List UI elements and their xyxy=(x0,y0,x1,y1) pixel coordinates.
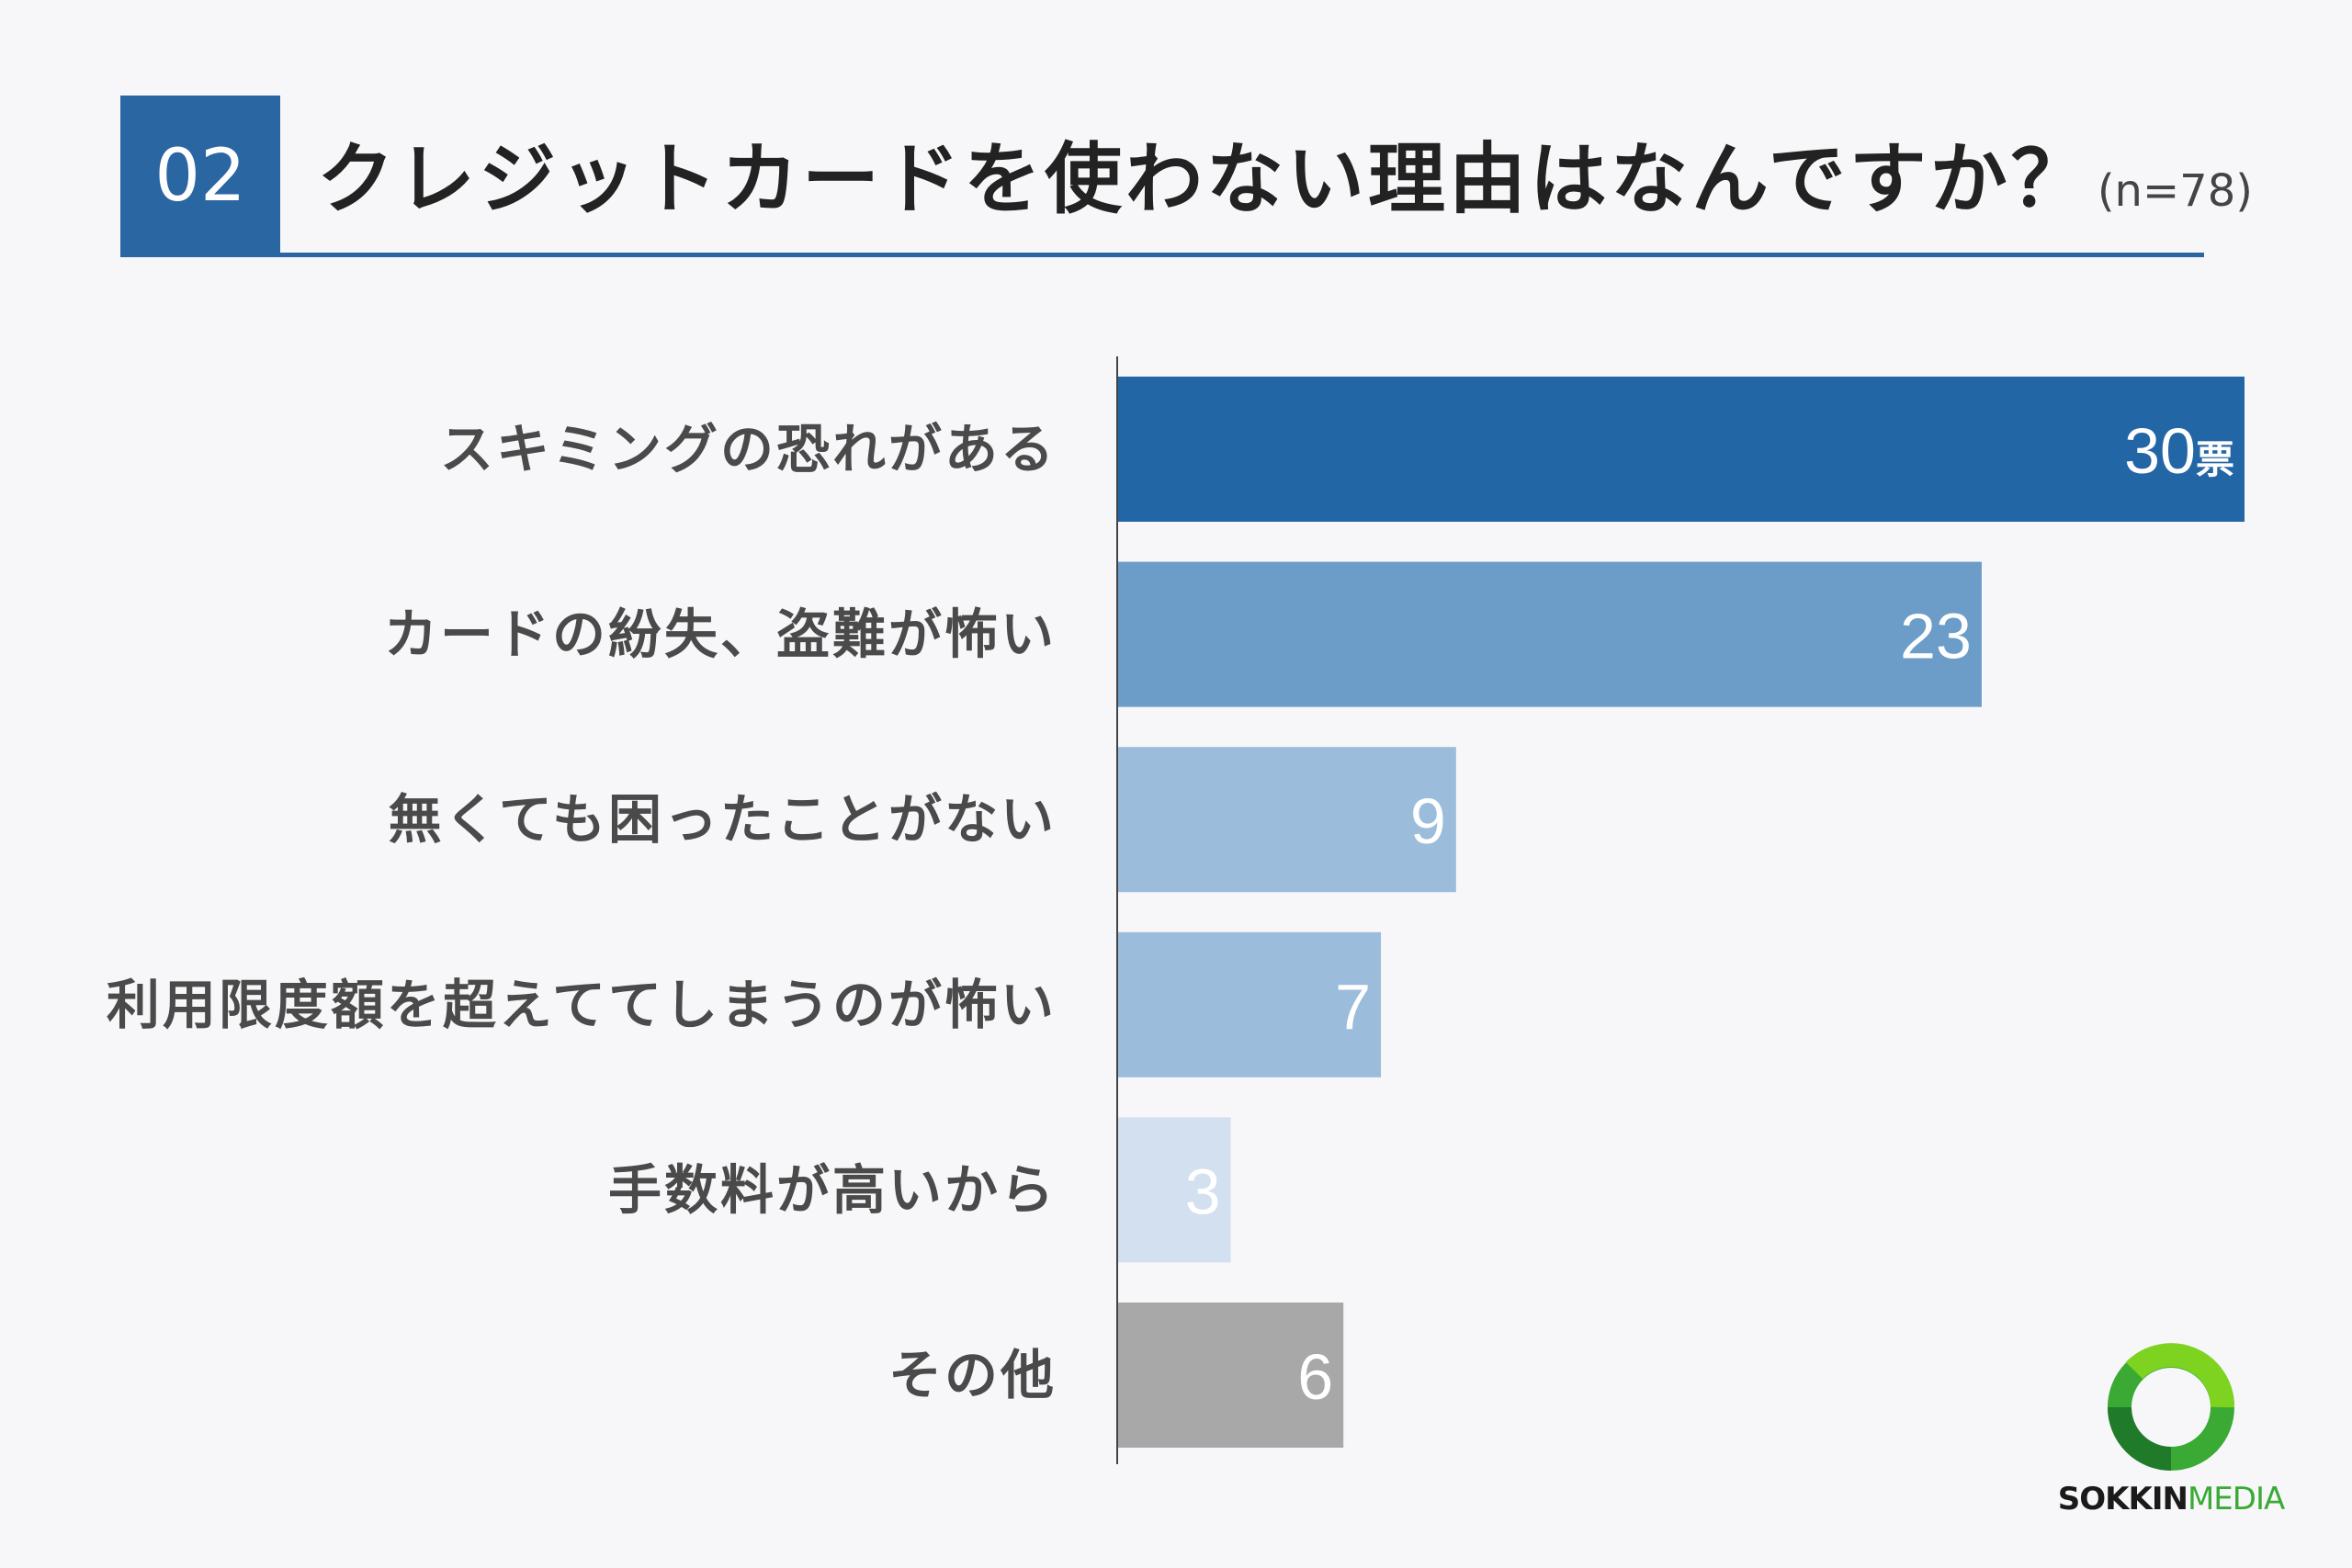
page-title-container: クレジットカードを使わない理由はなんですか？ (n=78) xyxy=(317,118,2253,229)
value-label: 23 xyxy=(1900,601,1972,672)
value-label: 30票 xyxy=(2124,415,2234,487)
value-label: 7 xyxy=(1335,971,1371,1043)
category-label: スキミングの恐れがある xyxy=(440,418,1057,480)
category-label: 手数料が高いから xyxy=(608,1158,1057,1221)
question-number: 02 xyxy=(154,135,246,218)
question-number-badge: 02 xyxy=(120,96,280,257)
category-label: その他 xyxy=(888,1344,1057,1406)
value-label: 9 xyxy=(1410,785,1446,857)
category-label: 利用限度額を超えててしまうのが怖い xyxy=(107,974,1057,1036)
page-title: クレジットカードを使わない理由はなんですか？ xyxy=(317,134,2092,224)
title-underline xyxy=(120,253,2204,257)
logo-suffix: MEDIA xyxy=(2187,1481,2285,1517)
bar xyxy=(1118,377,2245,522)
category-label: カードの紛失、盗難が怖い xyxy=(384,604,1057,666)
logo-ring-icon xyxy=(2108,1343,2235,1471)
value-unit: 票 xyxy=(2196,437,2234,482)
bar xyxy=(1118,931,1382,1077)
value-label: 6 xyxy=(1297,1341,1333,1413)
sample-size: (n=78) xyxy=(2097,165,2253,217)
bar xyxy=(1118,1303,1344,1448)
value-label: 3 xyxy=(1185,1156,1221,1227)
bar xyxy=(1118,747,1456,893)
bar xyxy=(1118,1117,1231,1263)
category-label: 無くても困ったことがない xyxy=(389,788,1057,851)
bar xyxy=(1118,561,1982,707)
logo: SOKKINMEDIA xyxy=(2047,1337,2295,1521)
logo-brand: SOKKIN xyxy=(2057,1481,2188,1517)
logo-wordmark: SOKKINMEDIA xyxy=(2047,1481,2295,1517)
